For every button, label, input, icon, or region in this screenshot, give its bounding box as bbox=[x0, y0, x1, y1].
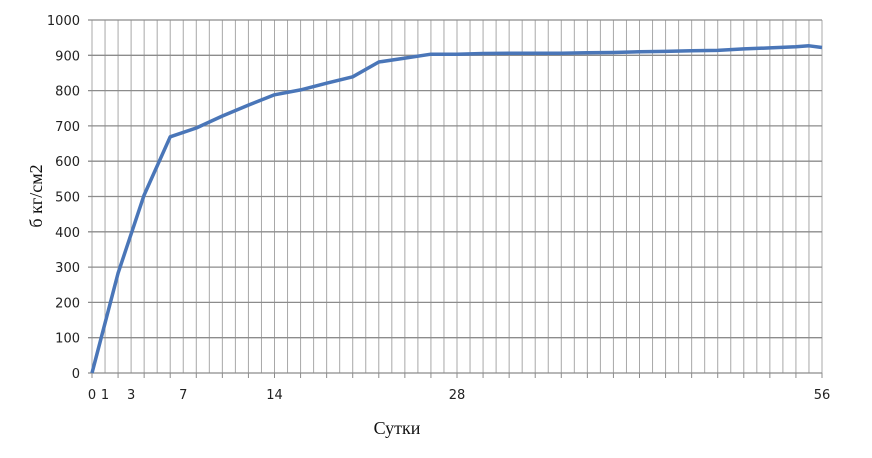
x-tick-label: 3 bbox=[127, 388, 135, 403]
x-axis-ticks: 0 1 3 7 14 28 56 bbox=[88, 373, 830, 403]
x-tick-label: 56 bbox=[814, 388, 831, 403]
y-tick-label: 400 bbox=[55, 226, 80, 241]
x-tick-label: 1 bbox=[101, 388, 109, 403]
y-tick-label: 900 bbox=[55, 49, 80, 64]
y-axis-ticks: 0 100 200 300 400 500 600 700 800 900 1000 bbox=[47, 14, 80, 382]
x-tick-label: 28 bbox=[449, 388, 466, 403]
series-line bbox=[90, 44, 823, 374]
y-tick-label: 0 bbox=[72, 367, 80, 382]
x-tick-label: 14 bbox=[266, 388, 283, 403]
x-tick-label: 0 bbox=[88, 388, 96, 403]
y-tick-label: 700 bbox=[55, 120, 80, 135]
grid bbox=[88, 19, 823, 374]
y-tick-label: 800 bbox=[55, 85, 80, 100]
y-tick-label: 1000 bbox=[47, 14, 80, 29]
x-axis-title: Сутки bbox=[374, 418, 421, 438]
y-tick-label: 300 bbox=[55, 261, 80, 276]
y-tick-label: 200 bbox=[55, 296, 80, 311]
y-axis-title: б кг/см2 bbox=[26, 164, 46, 227]
y-tick-label: 100 bbox=[55, 332, 80, 347]
y-tick-label: 500 bbox=[55, 191, 80, 206]
x-tick-label: 7 bbox=[179, 388, 187, 403]
y-tick-label: 600 bbox=[55, 155, 80, 170]
